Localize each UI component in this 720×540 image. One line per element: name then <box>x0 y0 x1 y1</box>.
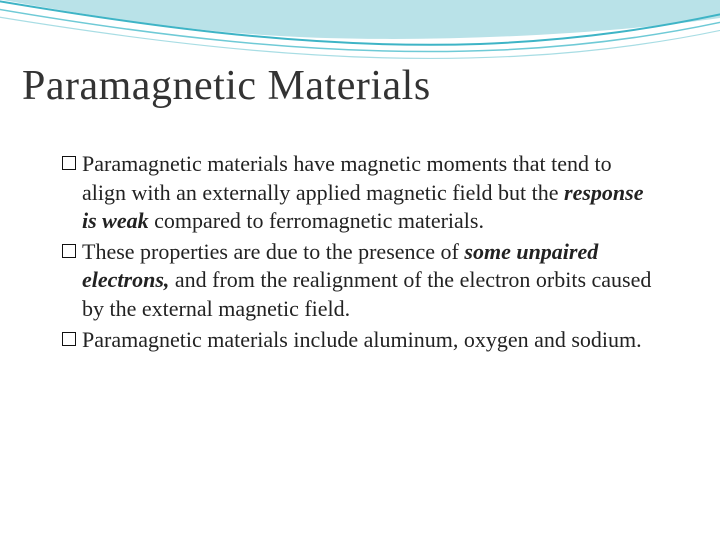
bullet-box-icon <box>62 332 76 346</box>
text-run: Paramagnetic materials include aluminum,… <box>82 327 642 352</box>
text-run: compared to ferromagnetic materials. <box>149 208 484 233</box>
bullet-box-icon <box>62 156 76 170</box>
bullet-text: Paramagnetic materials include aluminum,… <box>82 326 658 355</box>
bullet-text: Paramagnetic materials have magnetic mom… <box>82 150 658 236</box>
bullet-item: Paramagnetic materials have magnetic mom… <box>62 150 658 236</box>
slide-body: Paramagnetic materials have magnetic mom… <box>62 150 658 356</box>
bullet-box-icon <box>62 244 76 258</box>
bullet-item: These properties are due to the presence… <box>62 238 658 324</box>
slide-title: Paramagnetic Materials <box>22 62 431 110</box>
text-run: These properties are due to the presence… <box>82 239 464 264</box>
text-run: Paramagnetic materials have magnetic mom… <box>82 151 612 205</box>
bullet-text: These properties are due to the presence… <box>82 238 658 324</box>
bullet-item: Paramagnetic materials include aluminum,… <box>62 326 658 355</box>
